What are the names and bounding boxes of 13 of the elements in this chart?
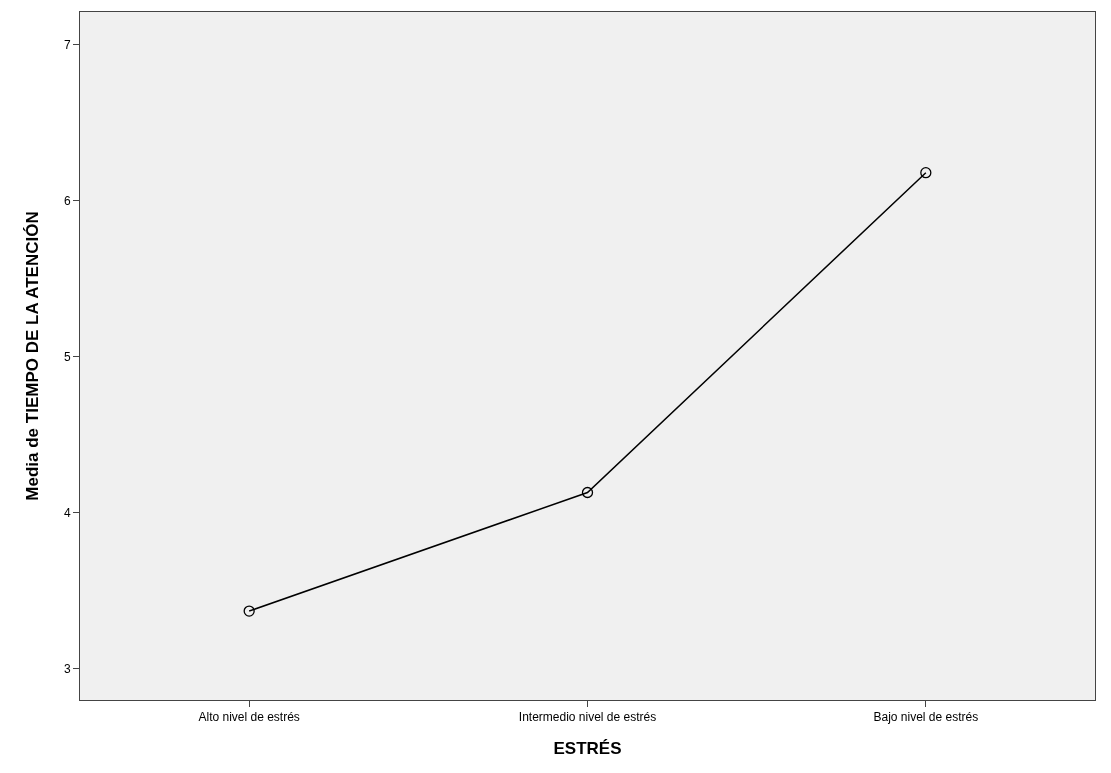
- x-tick-label: Bajo nivel de estrés: [873, 710, 979, 725]
- y-axis-title: Media de TIEMPO DE LA ATENCIÓN: [23, 211, 43, 501]
- point: [920, 167, 932, 179]
- y-tick-label: 5: [63, 349, 71, 364]
- point: [581, 486, 594, 499]
- y-tick-label: 3: [63, 662, 71, 676]
- x-tick-label: Intermedio nivel de estrés: [518, 710, 657, 725]
- y-tick-label: 4: [63, 505, 71, 520]
- x-tick-label: Alto nivel de estrés: [198, 710, 300, 725]
- x-axis-title: ESTRÉS: [553, 738, 622, 758]
- point: [243, 605, 255, 617]
- y-tick-label: 6: [63, 193, 71, 208]
- y-tick-label: 7: [63, 37, 71, 52]
